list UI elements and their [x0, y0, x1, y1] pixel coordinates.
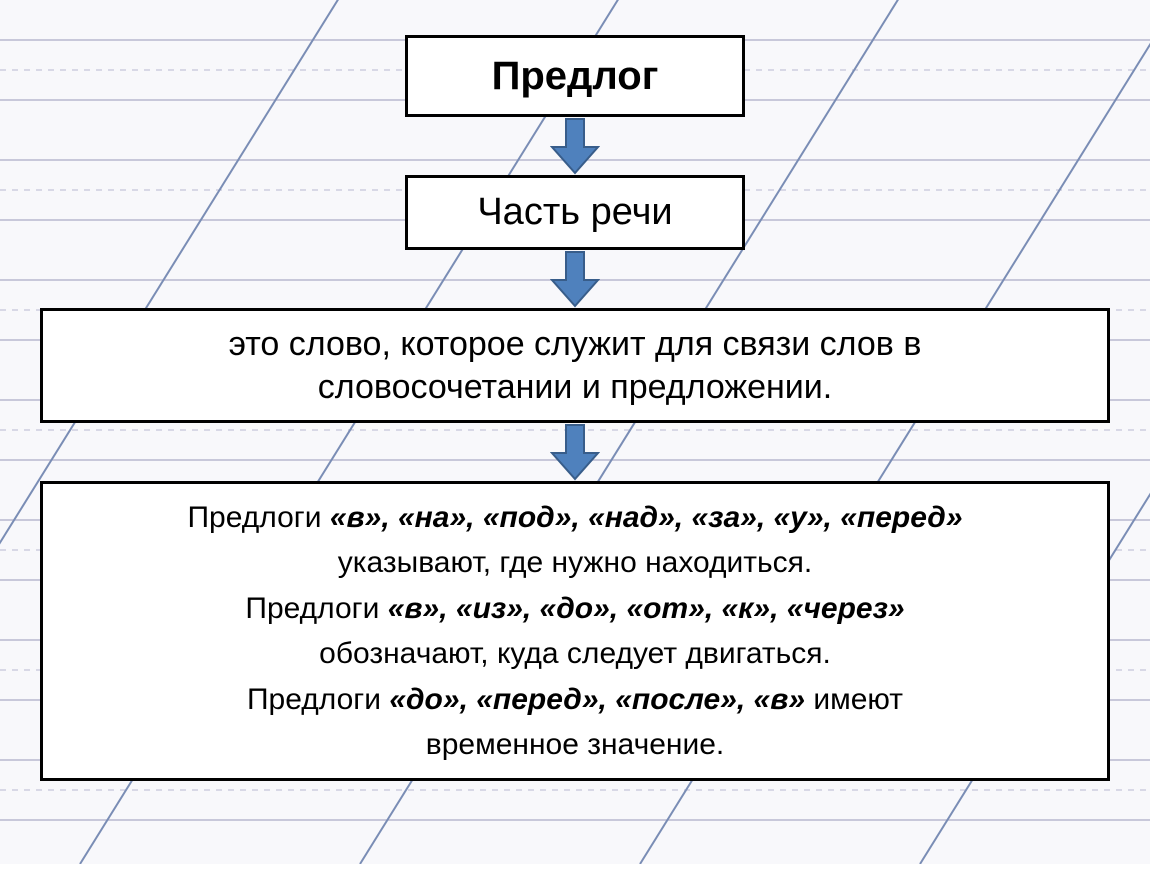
arrow-2	[550, 250, 600, 308]
examples-line6: временное значение.	[426, 726, 724, 764]
examples-line4: обозначают, куда следует двигаться.	[319, 635, 831, 673]
arrow-3	[550, 423, 600, 481]
examples-line1: Предлоги «в», «на», «под», «над», «за», …	[187, 499, 962, 537]
down-arrow-icon	[550, 250, 600, 308]
title-box: Предлог	[405, 35, 745, 117]
examples-box: Предлоги «в», «на», «под», «над», «за», …	[40, 481, 1110, 781]
description-box: это слово, которое служит для связи слов…	[40, 308, 1110, 423]
description-line1: это слово, которое служит для связи слов…	[229, 323, 922, 366]
down-arrow-icon	[550, 423, 600, 481]
subtitle-box: Часть речи	[405, 175, 745, 250]
examples-line3: Предлоги «в», «из», «до», «от», «к», «че…	[245, 590, 904, 628]
description-line2: словосочетании и предложении.	[318, 366, 832, 409]
examples-line2: указывают, где нужно находиться.	[338, 544, 813, 582]
title-text: Предлог	[492, 51, 659, 101]
down-arrow-icon	[550, 117, 600, 175]
diagram-content: Предлог Часть речи это слово, которое сл…	[0, 0, 1150, 864]
subtitle-text: Часть речи	[477, 189, 672, 237]
examples-line5: Предлоги «до», «перед», «после», «в» име…	[247, 681, 903, 719]
arrow-1	[550, 117, 600, 175]
